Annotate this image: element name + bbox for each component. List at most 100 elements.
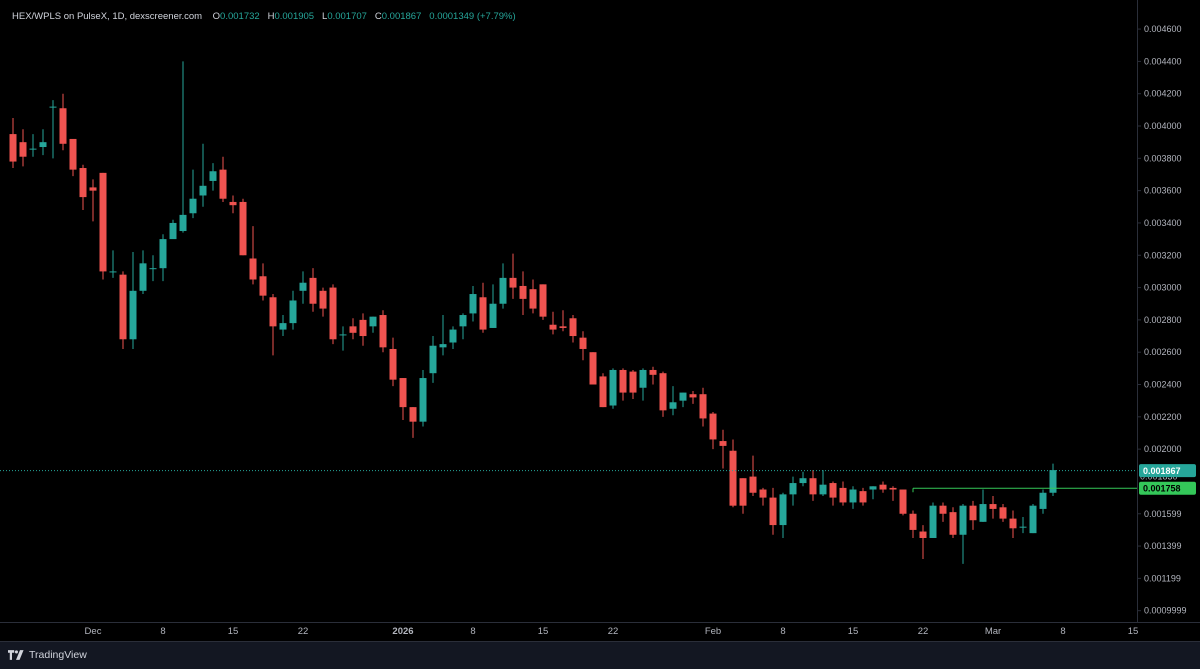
price-tick-label: 0.004400 [1144, 56, 1182, 66]
price-tick-label: 0.002000 [1144, 444, 1182, 454]
candle-body [940, 506, 947, 514]
candle-body [580, 338, 587, 349]
legend-open-value: 0.001732 [220, 11, 260, 22]
candle-body [1000, 507, 1007, 518]
candle-body [330, 288, 337, 340]
candle-body [360, 320, 367, 336]
candle-body [80, 168, 87, 197]
candle-body [860, 491, 867, 502]
time-tick-label: 15 [538, 626, 549, 637]
candle-body [190, 199, 197, 214]
price-tick-label: 0.001199 [1144, 573, 1181, 583]
candle-body [300, 283, 307, 291]
candle-body [750, 477, 757, 493]
tradingview-logo[interactable]: TradingView [8, 649, 87, 661]
candle-body [120, 275, 127, 340]
candle-body [880, 485, 887, 490]
candle-body [760, 490, 767, 498]
candle-body [780, 494, 787, 525]
candle-body [1010, 519, 1017, 529]
candle-body [430, 346, 437, 373]
candle-body [640, 370, 647, 388]
candle-body [40, 142, 47, 147]
time-axis-layer: Dec 8 15 22 2026 8 15 22 Feb 8 15 22 Mar 8 15 [0, 623, 1200, 638]
candle-body [830, 483, 837, 498]
last-price-tag: 0.001867 [1143, 466, 1181, 476]
candle-body [140, 263, 147, 290]
legend-open-label: O [213, 11, 220, 22]
time-tick-label: 15 [1128, 626, 1139, 637]
candle-body [470, 294, 477, 313]
time-tick-label: 2026 [392, 626, 413, 637]
price-tick-label: 0.003000 [1144, 283, 1182, 293]
legend-change: 0.0001349 (+7.79%) [429, 11, 515, 22]
candle-body [600, 376, 607, 407]
legend-close-value: 0.001867 [382, 11, 422, 22]
candle-body [1030, 506, 1037, 533]
time-tick-label: 8 [470, 626, 475, 637]
price-tick-label: 0.004600 [1144, 24, 1182, 34]
candle-body [520, 286, 527, 299]
candle-body [720, 441, 727, 446]
candle-body [770, 498, 777, 525]
candle-body [660, 373, 667, 410]
candle-body [670, 402, 677, 408]
candle-body [730, 451, 737, 506]
candle-body [380, 315, 387, 347]
candle-body [790, 483, 797, 494]
candle-body [530, 289, 537, 308]
candle-body [920, 532, 927, 538]
candle-body [160, 239, 167, 268]
candle-body [630, 372, 637, 393]
candle-body [180, 215, 187, 231]
candle-body [390, 349, 397, 380]
price-tick-label: 0.002200 [1144, 412, 1182, 422]
candle-body [270, 297, 277, 326]
candle-body [400, 378, 407, 407]
time-tick-label: 22 [298, 626, 309, 637]
candle-body [1050, 470, 1057, 493]
candle-body [500, 278, 507, 304]
ray-price-tag: 0.001758 [1143, 484, 1181, 494]
candle-body [840, 488, 847, 503]
candle-body [710, 414, 717, 440]
candle-body [100, 173, 107, 272]
price-tick-label: 0.002600 [1144, 347, 1182, 357]
overlay-layer: 0.001867 0.001758 [0, 464, 1196, 495]
candle-body [740, 478, 747, 505]
candle-body [620, 370, 627, 393]
footer-bar: TradingView [0, 641, 1200, 669]
price-tick-label: 0.003600 [1144, 186, 1182, 196]
candle-body [960, 506, 967, 535]
candle-body [680, 393, 687, 401]
candle-body [990, 504, 997, 509]
candles-layer [10, 61, 1057, 563]
price-tick-label: 0.002400 [1144, 380, 1182, 390]
candle-body [10, 134, 17, 161]
candle-body [570, 318, 577, 336]
time-tick-label: 15 [848, 626, 859, 637]
candle-body [930, 506, 937, 538]
candle-body [910, 514, 917, 530]
time-tick-label: 22 [918, 626, 929, 637]
legend-high-value: 0.001905 [274, 11, 314, 22]
candle-body [850, 490, 857, 503]
candle-body [450, 330, 457, 343]
candle-body [980, 504, 987, 522]
legend-close-label: C [375, 11, 382, 22]
chart-legend: HEX/WPLS on PulseX, 1D, dexscreener.com … [12, 11, 516, 22]
time-tick-label: 22 [608, 626, 619, 637]
price-tick-label: 0.004200 [1144, 89, 1182, 99]
candle-body [410, 407, 417, 422]
candle-body [810, 478, 817, 494]
candle-body [320, 291, 327, 309]
price-chart[interactable]: 0.004600 0.004400 0.004200 0.004000 0.003800… [0, 0, 1200, 641]
price-tick-label: 0.003400 [1144, 218, 1182, 228]
price-tick-label: 0.001599 [1144, 509, 1182, 519]
candle-body [70, 139, 77, 170]
price-tick-label: 0.002800 [1144, 315, 1182, 325]
candle-body [890, 488, 897, 490]
candle-body [950, 512, 957, 535]
candle-body [480, 297, 487, 329]
candle-body [20, 142, 27, 157]
